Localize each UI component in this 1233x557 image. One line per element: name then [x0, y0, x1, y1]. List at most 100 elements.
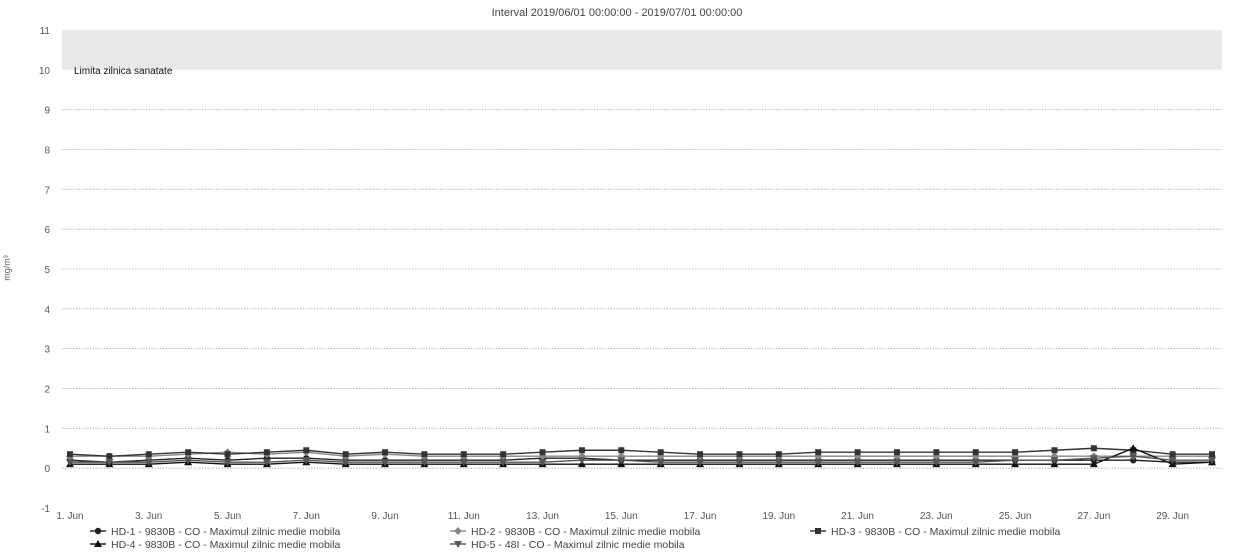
- data-point: [342, 451, 349, 458]
- data-point: [145, 451, 152, 458]
- legend-item[interactable]: HD-1 - 9830B - CO - Maximul zilnic medie…: [90, 526, 340, 538]
- y-axis-ticks: -1 0 1 2 3 4 5 6 7 8 9 10 11: [39, 26, 51, 515]
- legend[interactable]: HD-1 - 9830B - CO - Maximul zilnic medie…: [90, 526, 1060, 551]
- data-point: [105, 459, 114, 467]
- data-point: [421, 451, 428, 458]
- data-point: [774, 459, 783, 467]
- data-point: [1011, 457, 1020, 465]
- data-point: [577, 457, 586, 465]
- data-point: [933, 449, 940, 456]
- data-point: [381, 459, 390, 467]
- y-tick-label: 9: [44, 106, 50, 117]
- data-point: [657, 449, 664, 456]
- legend-item[interactable]: HD-2 - 9830B - CO - Maximul zilnic medie…: [450, 526, 700, 538]
- legend-marker: [454, 527, 462, 535]
- y-tick-label: 1: [44, 424, 50, 435]
- series-line: [70, 447, 1213, 465]
- y-tick-label: 6: [44, 225, 50, 236]
- data-point: [382, 449, 389, 456]
- data-point: [1050, 457, 1059, 465]
- data-point: [67, 451, 73, 458]
- data-point: [460, 451, 467, 458]
- legend-item[interactable]: HD-3 - 9830B - CO - Maximul zilnic medie…: [810, 526, 1060, 538]
- x-tick-label: 13. Jun: [526, 511, 559, 522]
- data-point: [1089, 460, 1098, 468]
- series-3: [67, 445, 1215, 460]
- data-point: [814, 459, 823, 467]
- plot-band-layer: Limita zilnica sanatate: [62, 30, 1222, 77]
- y-tick-label: 10: [39, 66, 51, 77]
- series-5: [66, 453, 1216, 467]
- data-point: [893, 449, 900, 456]
- plot-band-label: Limita zilnica sanatate: [74, 66, 173, 77]
- data-point: [223, 459, 232, 467]
- series-line: [69, 447, 1212, 457]
- y-tick-label: 8: [44, 146, 50, 157]
- data-point: [853, 459, 862, 467]
- x-axis-ticks: 1. Jun 3. Jun 5. Jun 7. Jun 9. Jun 11. Jun 13.…: [56, 511, 1189, 522]
- data-point: [1090, 445, 1097, 452]
- data-point: [224, 451, 231, 458]
- data-point: [578, 447, 585, 454]
- data-point: [263, 449, 270, 456]
- data-point: [144, 459, 153, 467]
- x-tick-label: 7. Jun: [293, 511, 320, 522]
- data-point: [500, 451, 507, 458]
- data-point: [1169, 451, 1176, 458]
- data-point: [1012, 449, 1019, 456]
- data-point: [736, 451, 743, 458]
- x-tick-label: 9. Jun: [371, 511, 398, 522]
- data-point: [775, 451, 782, 458]
- legend-label: HD-5 - 48I - CO - Maximul zilnic medie m…: [471, 539, 685, 551]
- legend-marker: [815, 528, 821, 534]
- y-tick-label: 0: [44, 464, 50, 475]
- legend-marker: [454, 541, 462, 548]
- legend-label: HD-4 - 9830B - CO - Maximul zilnic medie…: [111, 539, 340, 551]
- legend-label: HD-3 - 9830B - CO - Maximul zilnic medie…: [831, 526, 1060, 538]
- plot-band: [62, 30, 1222, 70]
- legend-item[interactable]: HD-4 - 9830B - CO - Maximul zilnic medie…: [90, 539, 340, 551]
- data-point: [303, 447, 310, 454]
- data-point: [539, 449, 546, 456]
- data-point: [815, 449, 822, 456]
- series-line: [70, 455, 1212, 463]
- data-point: [1129, 444, 1138, 452]
- x-tick-label: 27. Jun: [1077, 511, 1110, 522]
- x-tick-label: 3. Jun: [135, 511, 162, 522]
- data-point: [302, 457, 311, 465]
- legend-label: HD-2 - 9830B - CO - Maximul zilnic medie…: [471, 526, 700, 538]
- data-point: [262, 459, 271, 467]
- y-axis-label: mg/m³: [2, 255, 12, 281]
- data-point: [1208, 457, 1216, 465]
- data-point: [892, 459, 901, 467]
- data-point: [1051, 447, 1058, 454]
- y-tick-label: 4: [44, 305, 50, 316]
- chart-title: Interval 2019/06/01 00:00:00 - 2019/07/0…: [492, 7, 743, 19]
- legend-item[interactable]: HD-5 - 48I - CO - Maximul zilnic medie m…: [450, 539, 685, 551]
- x-tick-label: 21. Jun: [841, 511, 874, 522]
- data-point: [854, 449, 861, 456]
- data-point: [618, 447, 625, 454]
- data-point: [1168, 457, 1177, 465]
- data-point: [735, 459, 744, 467]
- data-point: [185, 449, 192, 456]
- data-point: [971, 459, 980, 467]
- x-tick-label: 5. Jun: [214, 511, 241, 522]
- series-line: [70, 451, 1212, 457]
- x-tick-label: 1. Jun: [56, 511, 83, 522]
- x-tick-label: 29. Jun: [1156, 511, 1189, 522]
- data-point: [656, 459, 665, 467]
- data-point: [696, 459, 705, 467]
- data-point: [972, 449, 979, 456]
- gridlines: [62, 109, 1222, 469]
- data-point: [66, 459, 74, 467]
- series-layer: [66, 444, 1216, 468]
- y-tick-label: -1: [41, 504, 50, 515]
- data-point: [459, 459, 468, 467]
- legend-marker: [94, 540, 102, 547]
- y-tick-label: 3: [44, 345, 50, 356]
- data-point: [932, 459, 941, 467]
- x-tick-label: 23. Jun: [920, 511, 953, 522]
- data-point: [1129, 453, 1138, 461]
